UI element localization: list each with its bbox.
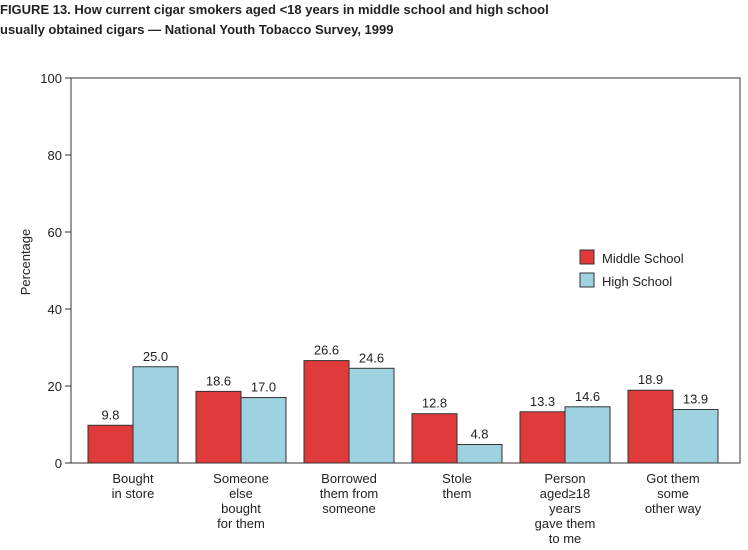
bar: [456, 444, 503, 464]
x-tick-label: Stole: [442, 471, 472, 486]
value-label: 18.9: [638, 372, 663, 387]
bar: [195, 390, 242, 464]
y-tick-label: 20: [48, 379, 62, 394]
x-tick-label: Bought: [112, 471, 154, 486]
bar: [411, 413, 458, 464]
x-tick-label: else: [229, 486, 253, 501]
bar: [132, 366, 179, 464]
value-label: 14.6: [575, 389, 600, 404]
x-tick-label: Someone: [213, 471, 269, 486]
y-tick-label: 40: [48, 302, 62, 317]
x-tick-label: Borrowed: [321, 471, 377, 486]
value-label: 12.8: [422, 396, 447, 411]
value-label: 24.6: [359, 350, 384, 365]
value-label: 9.8: [101, 407, 119, 422]
y-axis-label: Percentage: [18, 229, 33, 296]
bar: [564, 406, 611, 464]
x-tick-label: years: [549, 501, 581, 516]
legend-label: High School: [602, 274, 672, 289]
value-label: 25.0: [143, 349, 168, 364]
y-tick-label: 100: [40, 71, 62, 86]
x-tick-label: some: [657, 486, 689, 501]
y-tick-label: 60: [48, 225, 62, 240]
x-tick-label: Got them: [646, 471, 699, 486]
legend-label: Middle School: [602, 251, 684, 266]
x-tick-label: someone: [322, 501, 375, 516]
bar: [303, 360, 350, 464]
x-tick-label: them from: [320, 486, 379, 501]
x-tick-label: aged≥18: [540, 486, 591, 501]
chart-title: FIGURE 13. How current cigar smokers age…: [0, 2, 549, 17]
bar: [519, 411, 566, 464]
bar: [87, 424, 134, 464]
x-tick-label: for them: [217, 516, 265, 531]
value-label: 17.0: [251, 380, 276, 395]
value-label: 13.9: [683, 391, 708, 406]
x-tick-label: bought: [221, 501, 261, 516]
x-tick-label: Person: [544, 471, 585, 486]
bar: [672, 408, 719, 464]
x-tick-label: other way: [645, 501, 702, 516]
value-label: 18.6: [206, 373, 231, 388]
x-tick-label: to me: [549, 531, 582, 546]
value-label: 26.6: [314, 343, 339, 358]
x-tick-label: gave them: [535, 516, 596, 531]
legend-swatch: [579, 249, 595, 265]
plot-frame: [70, 77, 741, 464]
y-tick-label: 0: [55, 456, 62, 471]
y-tick-label: 80: [48, 148, 62, 163]
value-label: 4.8: [470, 427, 488, 442]
legend-swatch: [579, 272, 595, 288]
bar: [348, 367, 395, 464]
bar: [627, 389, 674, 464]
chart-title: usually obtained cigars — National Youth…: [0, 22, 393, 37]
x-tick-label: them: [443, 486, 472, 501]
x-tick-label: in store: [112, 486, 155, 501]
bar: [240, 397, 287, 464]
value-label: 13.3: [530, 394, 555, 409]
